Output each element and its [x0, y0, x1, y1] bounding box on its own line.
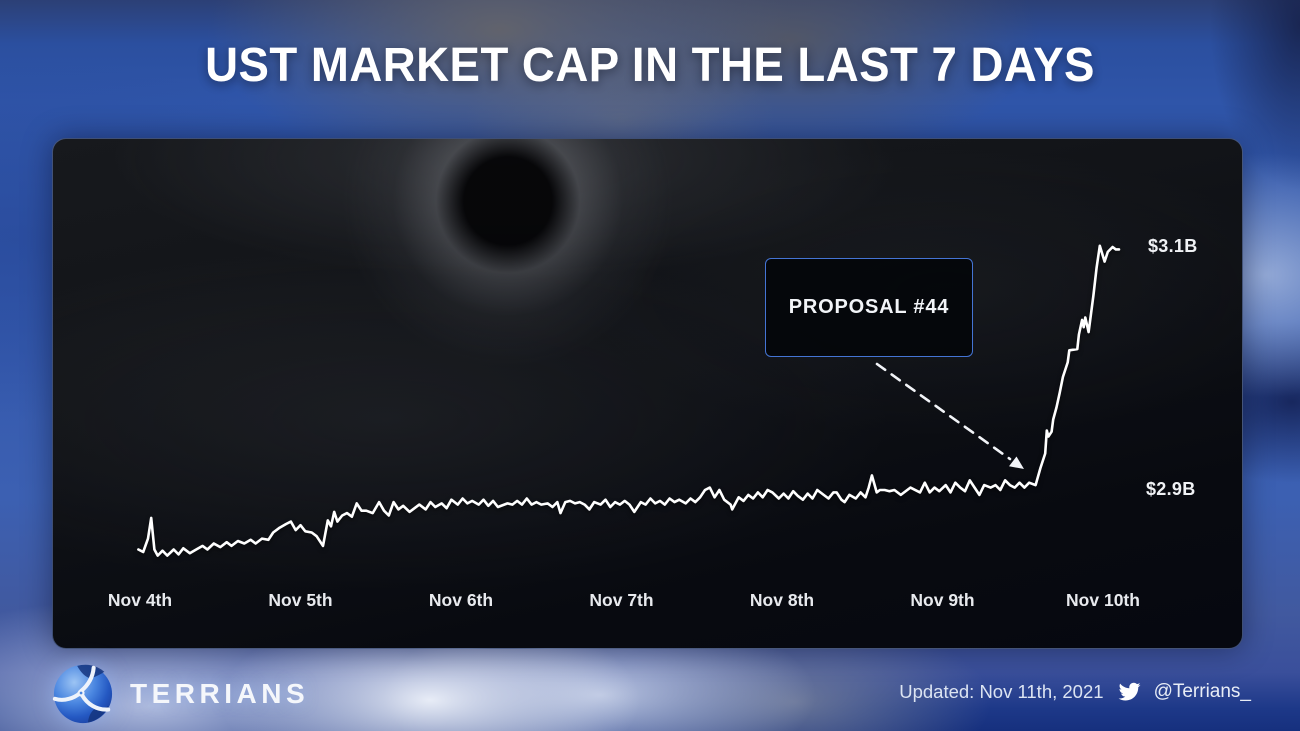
page-title: UST MARKET CAP IN THE LAST 7 DAYS — [205, 39, 1095, 92]
x-axis-label: Nov 4th — [107, 590, 173, 610]
proposal-annotation-box: PROPOSAL #44 — [765, 258, 973, 357]
footer-brand-group: TERRIANS — [52, 663, 309, 725]
x-axis-label: Nov 9th — [910, 590, 975, 610]
updated-timestamp: Updated: Nov 11th, 2021 — [899, 681, 1104, 702]
x-axis-label: Nov 8th — [749, 590, 815, 610]
footer-meta-group: Updated: Nov 11th, 2021 @Terrians_ — [899, 680, 1251, 704]
brand-name: TERRIANS — [130, 678, 310, 709]
x-axis-label: Nov 6th — [428, 590, 494, 610]
terrians-globe-icon — [52, 664, 113, 724]
x-axis-label: Nov 10th — [1066, 590, 1140, 610]
y-axis-label-high: $3.1B — [1148, 236, 1198, 256]
x-axis-label: Nov 5th — [268, 590, 333, 610]
twitter-handle: @Terrians_ — [1153, 681, 1251, 702]
y-axis-label-low: $2.9B — [1146, 479, 1196, 499]
proposal-annotation-label: PROPOSAL #44 — [788, 296, 950, 318]
twitter-bird-icon — [1118, 682, 1141, 701]
x-axis-label: Nov 7th — [589, 590, 654, 610]
